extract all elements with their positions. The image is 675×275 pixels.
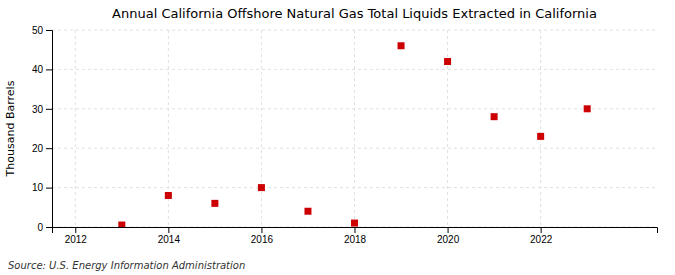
point: [165, 192, 172, 199]
y-tick-label: 20: [32, 143, 44, 154]
x-tick-label: 2014: [158, 234, 181, 245]
y-tick: 40: [32, 64, 52, 75]
points: [118, 42, 590, 227]
point: [491, 113, 498, 120]
point: [444, 58, 451, 65]
y-tick-mark: [46, 148, 52, 149]
y-tick-mark: [46, 30, 52, 31]
x-tick-mark: [448, 227, 449, 233]
annotation: Source: U.S. Energy Information Administ…: [8, 260, 245, 271]
x-tick: 2020: [437, 227, 460, 245]
x-tick-mark: [355, 227, 356, 233]
y-tick: 10: [32, 182, 52, 193]
x-tick-mark: [168, 227, 169, 233]
v-grid-line: [354, 30, 355, 227]
point: [351, 220, 358, 227]
x-tick: 2016: [251, 227, 274, 245]
x-tick-mark: [75, 227, 76, 233]
y-tick-label: 30: [32, 104, 44, 115]
y-tick-label: 50: [32, 25, 44, 36]
v-grid-line: [75, 30, 76, 227]
y-axis: 0 10 20 30 40 50: [32, 25, 53, 233]
y-tick-label: 40: [32, 64, 44, 75]
y-tick-label: 10: [32, 182, 44, 193]
y-axis-line: [46, 31, 53, 228]
x-axis: 2012 2014 2016 2018 2020 2022: [53, 227, 658, 245]
point: [118, 222, 125, 227]
point: [211, 200, 218, 207]
h-grid-line: [52, 69, 657, 70]
y-tick-mark: [46, 227, 52, 228]
x-tick: 2012: [65, 227, 88, 245]
point: [398, 42, 405, 49]
y-tick: 50: [32, 25, 52, 36]
x-axis-line: [53, 228, 658, 234]
y-tick-mark: [46, 188, 52, 189]
grid: [52, 30, 657, 227]
title: Annual California Offshore Natural Gas T…: [112, 6, 597, 21]
point: [304, 208, 311, 215]
y-axis-label: Thousand Barrels: [4, 80, 17, 177]
x-tick: 2014: [158, 227, 181, 245]
x-tick: 2018: [344, 227, 367, 245]
x-tick-mark: [261, 227, 262, 233]
x-tick-label: 2020: [437, 234, 460, 245]
x-tick-label: 2022: [530, 234, 553, 245]
x-tick: 2022: [530, 227, 553, 245]
y-tick: 0: [37, 222, 52, 233]
x-tick-label: 2012: [65, 234, 88, 245]
point: [584, 105, 591, 112]
plot: 2012 2014 2016 2018 2020 2022 0 10 20 30 40 50: [32, 25, 658, 245]
x-tick-mark: [541, 227, 542, 233]
y-tick-label: 0: [37, 222, 43, 233]
v-grid-line: [540, 30, 541, 227]
point: [258, 184, 265, 191]
y-tick-mark: [46, 109, 52, 110]
point: [537, 133, 544, 140]
h-grid-line: [52, 148, 657, 149]
v-grid-line: [261, 30, 262, 227]
chart: 2012 2014 2016 2018 2020 2022 0 10 20 30 40 50 Annua…: [0, 0, 675, 275]
y-tick-mark: [46, 69, 52, 70]
x-tick-label: 2018: [344, 234, 367, 245]
y-tick: 20: [32, 143, 52, 154]
y-tick: 30: [32, 104, 52, 115]
x-tick-label: 2016: [251, 234, 274, 245]
